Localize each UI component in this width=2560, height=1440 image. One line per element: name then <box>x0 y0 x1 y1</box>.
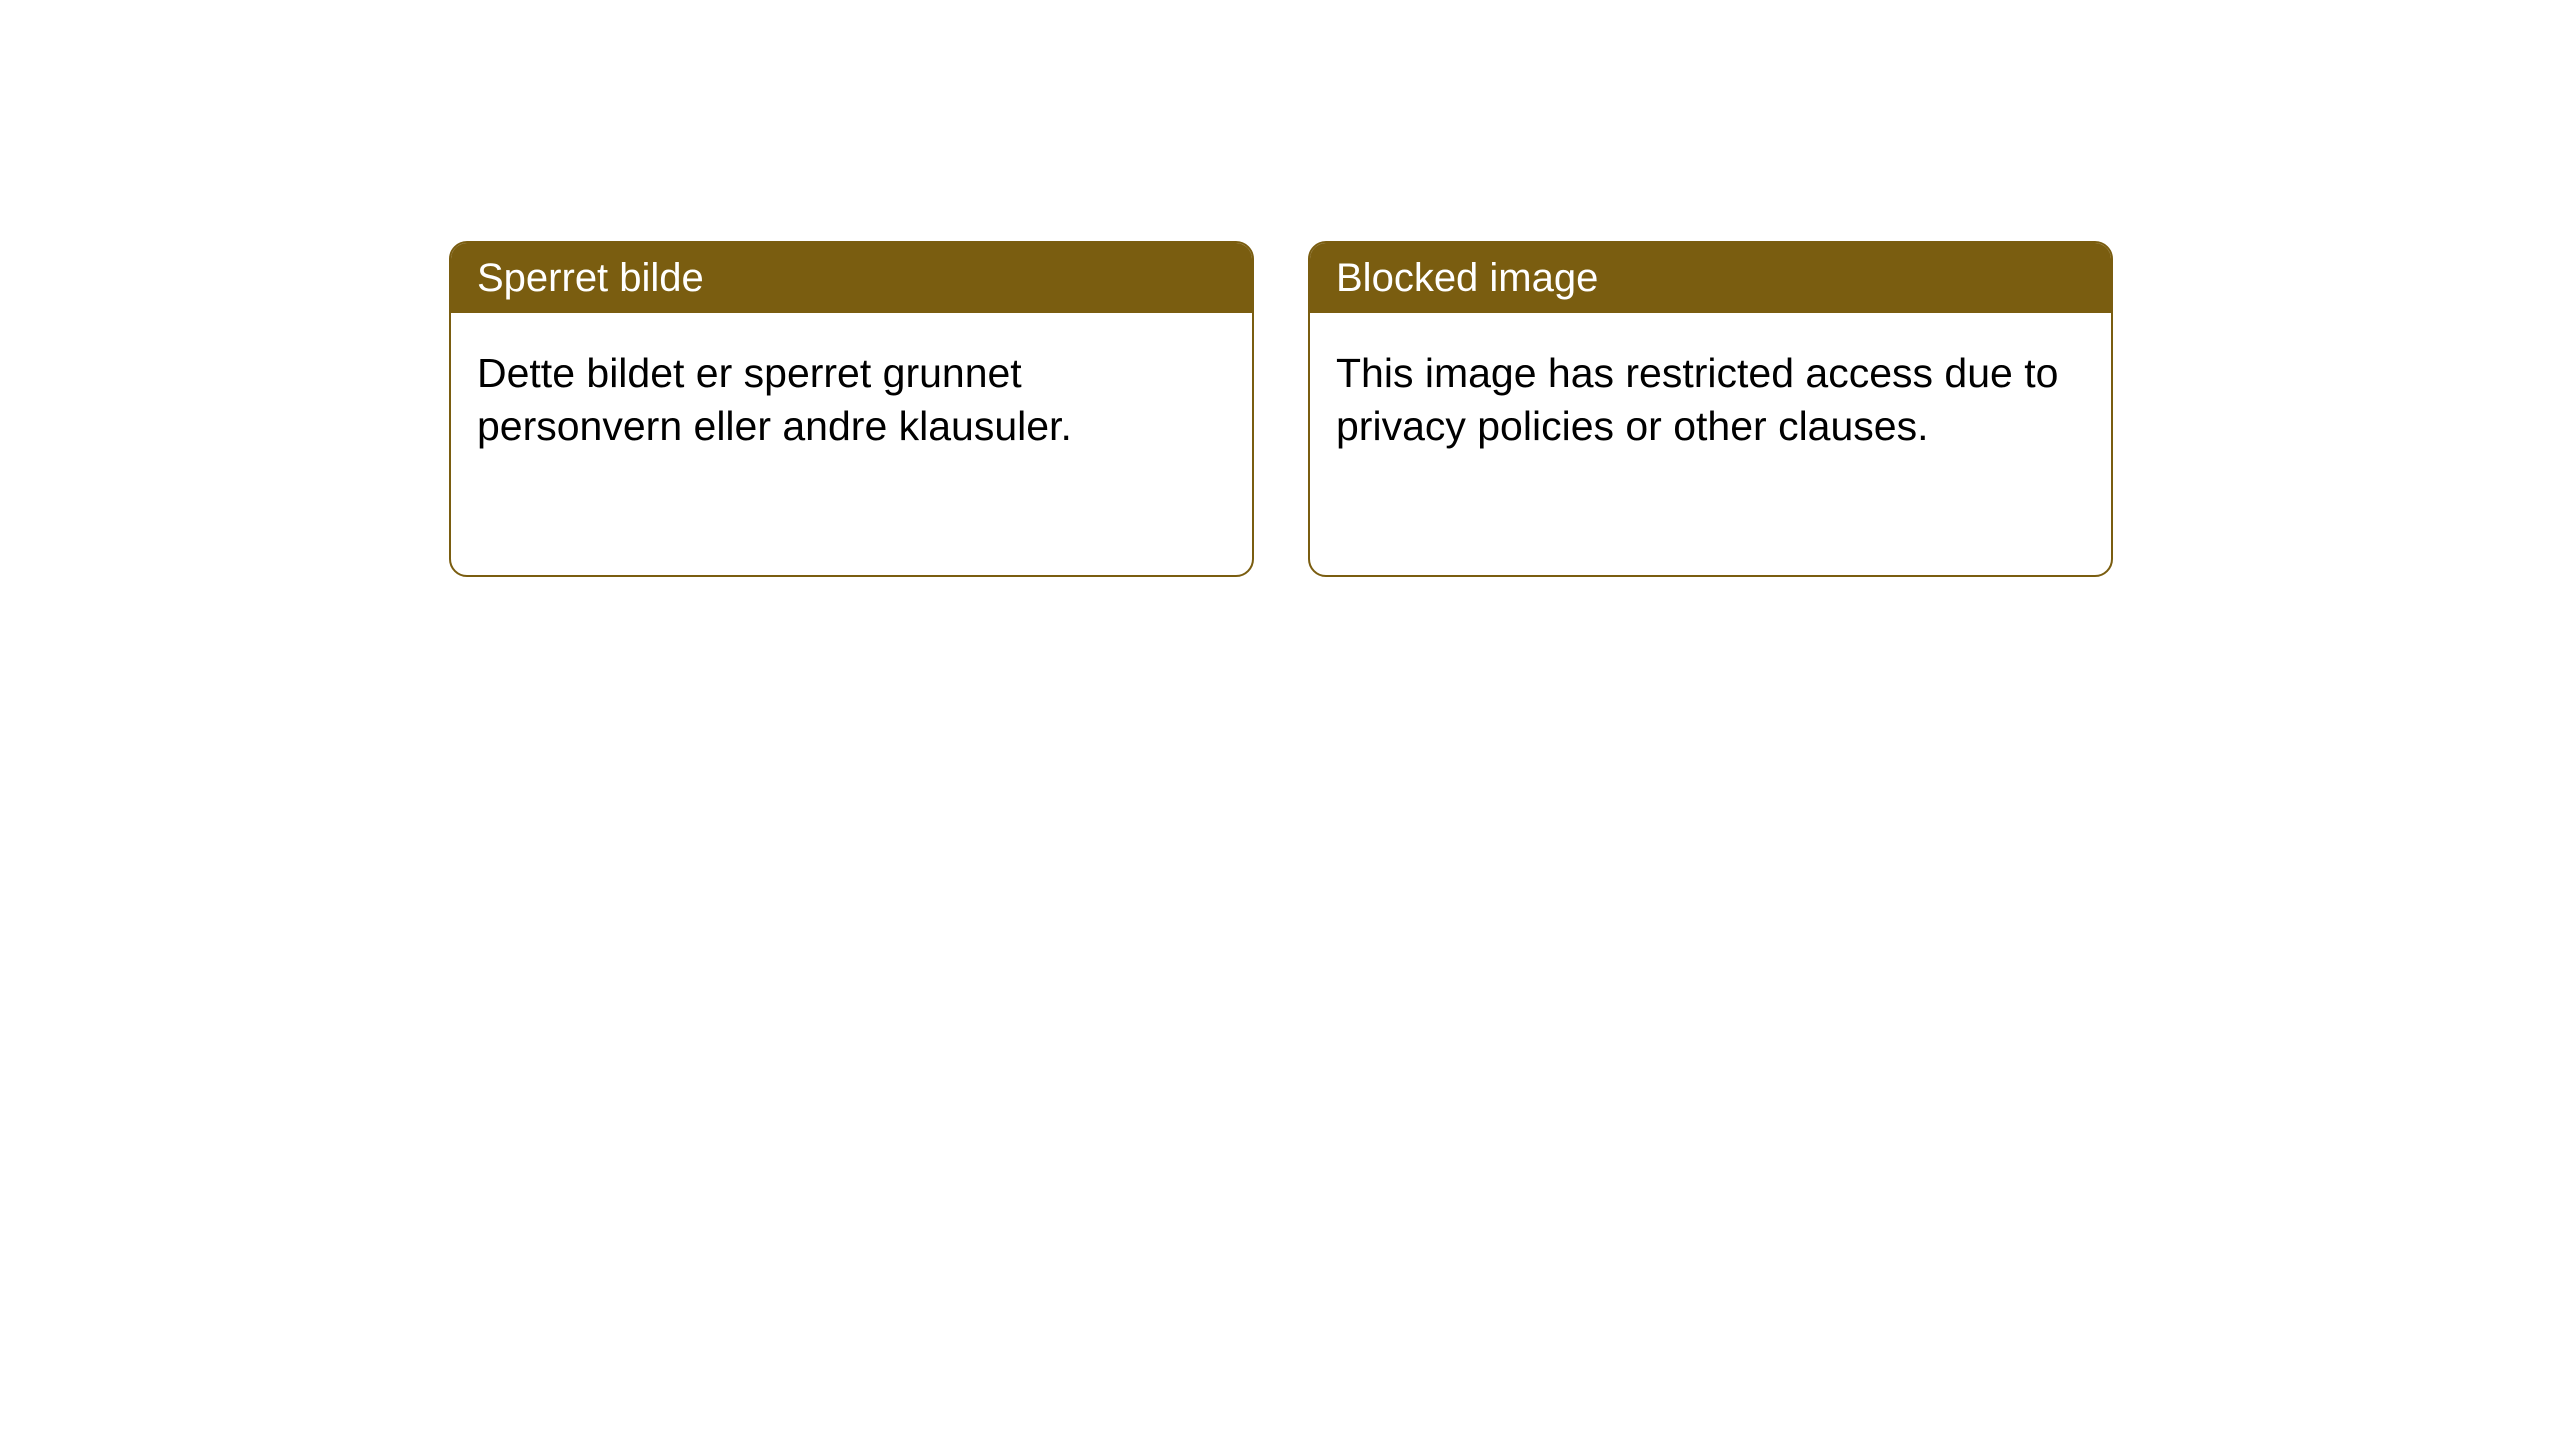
notice-body-english: This image has restricted access due to … <box>1310 313 2111 488</box>
notice-header-norwegian: Sperret bilde <box>451 243 1252 313</box>
notice-body-text: This image has restricted access due to … <box>1336 350 2058 449</box>
notice-cards-container: Sperret bilde Dette bildet er sperret gr… <box>449 241 2113 577</box>
notice-title: Sperret bilde <box>477 256 704 300</box>
notice-header-english: Blocked image <box>1310 243 2111 313</box>
notice-body-text: Dette bildet er sperret grunnet personve… <box>477 350 1072 449</box>
notice-title: Blocked image <box>1336 256 1598 300</box>
notice-body-norwegian: Dette bildet er sperret grunnet personve… <box>451 313 1252 488</box>
notice-card-english: Blocked image This image has restricted … <box>1308 241 2113 577</box>
notice-card-norwegian: Sperret bilde Dette bildet er sperret gr… <box>449 241 1254 577</box>
